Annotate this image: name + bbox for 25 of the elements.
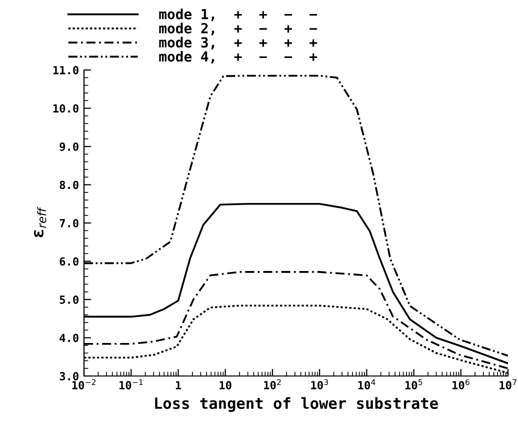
legend-label: mode 2, + − + −	[159, 22, 318, 36]
y-tick-label: 3.0	[60, 372, 78, 380]
y-tick-label: 9.0	[60, 142, 78, 151]
y-tick-label: 7.0	[60, 218, 78, 228]
legend-label: mode 3, + + + +	[159, 36, 318, 50]
y-tick-label: 8.0	[60, 180, 78, 190]
x-tick-label: 10$^{3}$	[311, 379, 328, 390]
x-tick-label: 10$^{−1}$	[119, 379, 143, 390]
x-tick-label: 1	[176, 381, 182, 390]
y-tick-label: 5.0	[60, 295, 78, 304]
y-tick-label: 11.0	[53, 66, 78, 74]
legend-label: mode 4, + − − +	[159, 51, 318, 64]
legend-label: mode 1, + + − −	[159, 8, 318, 22]
y-tick-label: 6.0	[60, 257, 78, 266]
x-tick-label: 10$^{5}$	[405, 379, 422, 390]
x-tick-label: 10$^{6}$	[452, 379, 470, 390]
x-axis-title: Loss tangent of lower substrate	[155, 397, 438, 412]
x-tick-label: 10$^{7}$	[500, 379, 516, 390]
x-tick-label: 10$^{2}$	[264, 379, 281, 390]
y-tick-label: 4.0	[60, 334, 78, 342]
x-tick-label: 10	[220, 381, 232, 390]
y-tick-label: 10.0	[53, 104, 78, 113]
x-tick-label: 10$^{4}$	[358, 379, 376, 390]
x-tick-label: 10$^{−2}$	[72, 379, 96, 390]
y-axis-title: ε$_{reff}$	[34, 206, 46, 238]
